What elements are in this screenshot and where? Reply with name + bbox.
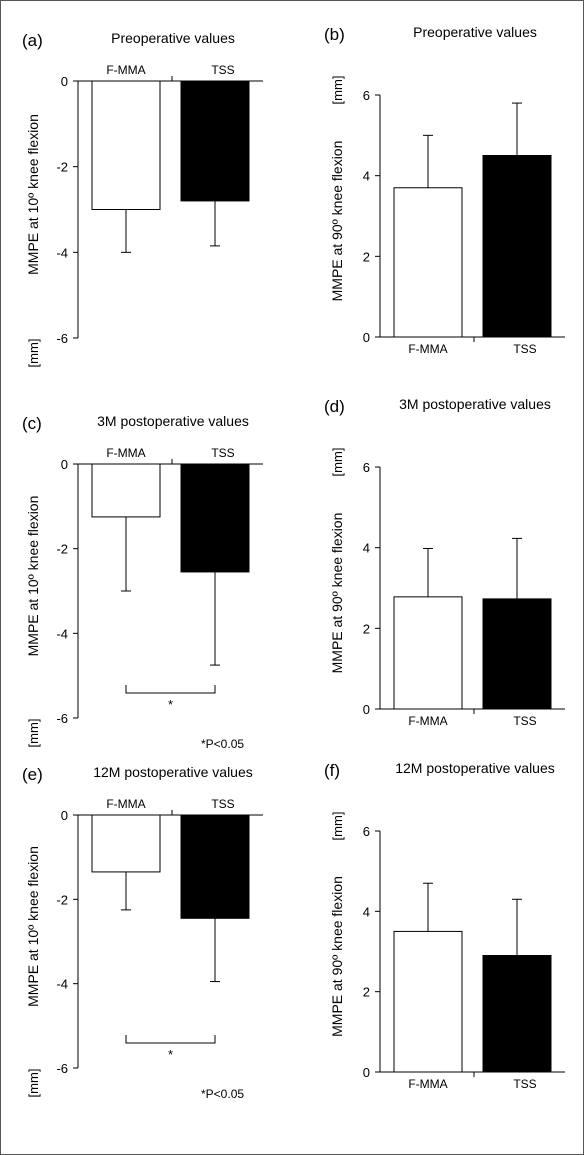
y-unit-label: [mm]: [330, 76, 345, 105]
x-category-label: TSS: [513, 342, 536, 356]
chart-panel-1: (a) Preoperative values 0 -2 -4 -6 F-MMA TSS MMP…: [22, 30, 263, 367]
bar-f-mma: [91, 463, 161, 518]
y-tick-label: -6: [56, 1061, 68, 1076]
significance-bracket: [125, 685, 216, 694]
chart-panel-2: (b) Preoperative values 0 2 4 6 F-MMA TSS MMPE a…: [324, 24, 565, 356]
y-tick-label: -2: [56, 160, 68, 175]
significance-bracket: [125, 1035, 216, 1044]
y-tick-label: 4: [363, 904, 370, 919]
y-tick-label: 2: [363, 985, 370, 1000]
y-tick-label: -4: [56, 977, 68, 992]
significance-marker: *: [168, 697, 173, 712]
bar-tss: [482, 955, 552, 1073]
y-tick-label: -2: [56, 542, 68, 557]
y-tick-label: 4: [363, 169, 370, 184]
x-category-label: F-MMA: [408, 1077, 447, 1091]
bar-tss: [180, 80, 250, 202]
y-axis-label: MMPE at 10º knee flexion: [25, 846, 41, 1007]
panel-label: (c): [22, 414, 42, 433]
y-tick-label: -2: [56, 892, 68, 907]
y-tick-label: 4: [363, 541, 370, 556]
y-tick-label: 6: [363, 88, 370, 103]
y-tick-label: 0: [61, 457, 68, 472]
chart-title: Preoperative values: [111, 30, 235, 46]
x-category-label: F-MMA: [408, 342, 447, 356]
x-category-label: TSS: [211, 63, 234, 77]
y-axis-label: MMPE at 10º knee flexion: [25, 496, 41, 657]
y-tick-label: 2: [363, 621, 370, 636]
bar-f-mma: [91, 814, 161, 873]
x-category-label: F-MMA: [106, 797, 145, 811]
x-category-label: TSS: [211, 797, 234, 811]
y-unit-label: [mm]: [330, 448, 345, 477]
y-tick-label: -6: [56, 331, 68, 346]
bar-tss: [482, 155, 552, 338]
bar-f-mma: [393, 187, 463, 338]
panel-label: (f): [324, 761, 340, 780]
y-tick-label: 0: [363, 330, 370, 345]
x-category-label: TSS: [513, 1077, 536, 1091]
x-category-label: TSS: [513, 714, 536, 728]
footnote: *P<0.05: [201, 737, 244, 751]
y-unit-label: [mm]: [26, 1069, 41, 1098]
y-axis-label: MMPE at 10º knee flexion: [25, 114, 41, 275]
y-tick-label: 2: [363, 249, 370, 264]
y-tick-label: 6: [363, 460, 370, 475]
y-tick-label: -4: [56, 245, 68, 260]
chart-title: 3M postoperative values: [97, 413, 249, 429]
y-axis-label: MMPE at 90º knee flexion: [329, 876, 345, 1037]
chart-panel-6: (f) 12M postoperative values 0 2 4 6 F-MMA TSS M…: [324, 760, 565, 1091]
y-axis-label: MMPE at 90º knee flexion: [329, 513, 345, 674]
bar-f-mma: [393, 930, 463, 1073]
chart-title: Preoperative values: [413, 24, 537, 40]
y-tick-label: -4: [56, 626, 68, 641]
chart-panel-4: (d) 3M postoperative values 0 2 4 6 F-MMA TSS MM…: [324, 396, 565, 728]
chart-title: 12M postoperative values: [395, 760, 555, 776]
y-unit-label: [mm]: [330, 812, 345, 841]
y-unit-label: [mm]: [26, 339, 41, 368]
bar-tss: [482, 598, 552, 710]
y-tick-label: 0: [363, 702, 370, 717]
panel-label: (b): [324, 25, 345, 44]
panel-label: (d): [324, 397, 345, 416]
x-category-label: F-MMA: [106, 63, 145, 77]
bar-f-mma: [91, 80, 161, 210]
y-unit-label: [mm]: [26, 719, 41, 748]
x-category-label: F-MMA: [408, 714, 447, 728]
bar-tss: [180, 463, 250, 573]
chart-panel-3: (c) 3M postoperative values 0 -2 -4 -6 F-MMA TS…: [22, 413, 263, 751]
y-tick-label: 0: [61, 74, 68, 89]
bar-tss: [180, 814, 250, 919]
bar-f-mma: [393, 596, 463, 710]
chart-title: 3M postoperative values: [399, 396, 551, 412]
y-tick-label: 0: [61, 808, 68, 823]
x-category-label: F-MMA: [106, 446, 145, 460]
x-category-label: TSS: [211, 446, 234, 460]
panel-label: (a): [22, 31, 43, 50]
y-tick-label: 6: [363, 824, 370, 839]
y-axis-label: MMPE at 90º knee flexion: [329, 141, 345, 302]
footnote: *P<0.05: [201, 1087, 244, 1101]
y-tick-label: -6: [56, 711, 68, 726]
chart-title: 12M postoperative values: [93, 764, 253, 780]
significance-marker: *: [168, 1047, 173, 1062]
y-tick-label: 0: [363, 1065, 370, 1080]
panel-label: (e): [22, 765, 43, 784]
chart-panel-5: (e) 12M postoperative values 0 -2 -4 -6 F-MMA T…: [22, 764, 263, 1101]
